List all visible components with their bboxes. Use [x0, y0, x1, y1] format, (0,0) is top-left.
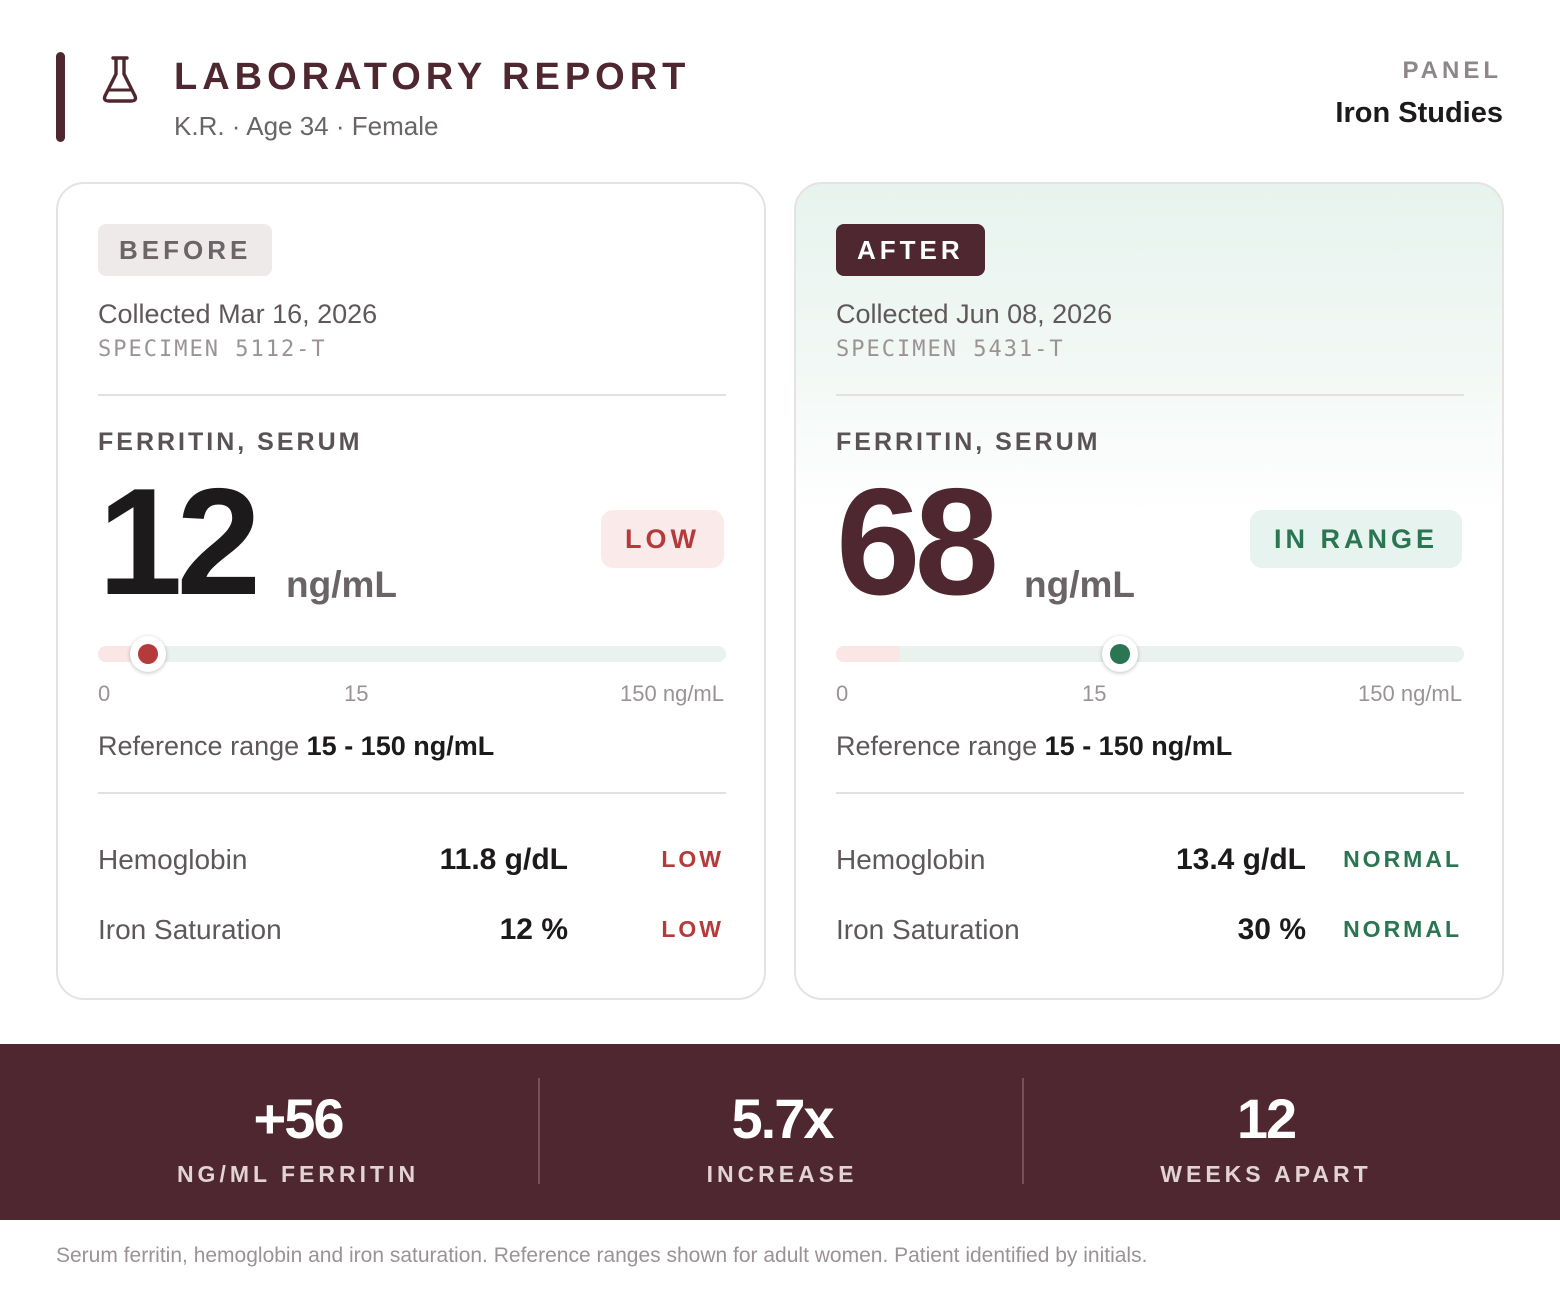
iron-saturation-label: Iron Saturation [98, 914, 282, 945]
scale-min-label: 0 [836, 681, 849, 706]
low-zone [98, 646, 130, 662]
hemoglobin-flag: LOW [661, 846, 724, 872]
panel-name: Iron Studies [1335, 97, 1503, 129]
analyte-name: FERRITIN, SERUM [836, 428, 1101, 456]
hemoglobin-label: Hemoglobin [98, 844, 248, 875]
reference-range: Reference range 15 - 150 ng/mL [836, 731, 1232, 762]
collected-date: Collected Mar 16, 2026 [98, 299, 378, 329]
patient-info: K.R. · Age 34 · Female [174, 111, 439, 141]
stat-label: INCREASE [706, 1161, 858, 1187]
stat-ferritin-change: +56 NG/ML FERRITIN [56, 1044, 540, 1220]
hemoglobin-label: Hemoglobin [836, 844, 986, 875]
ferritin-unit: ng/mL [286, 564, 397, 605]
stat-value: 12 [1236, 1087, 1297, 1150]
ferritin-value: 68 [836, 457, 999, 627]
status-badge: LOW [601, 510, 724, 568]
divider [98, 792, 726, 794]
footnote: Serum ferritin, hemoglobin and iron satu… [56, 1244, 1148, 1267]
stat-value: +56 [253, 1087, 345, 1150]
specimen-id: SPECIMEN 5431-T [836, 337, 1065, 362]
iron-saturation-label: Iron Saturation [836, 914, 1020, 945]
collected-date: Collected Jun 08, 2026 [836, 299, 1113, 329]
reference-value: 15 - 150 ng/mL [1044, 731, 1233, 761]
scale-mid-label: 15 [344, 681, 369, 706]
specimen-id: SPECIMEN 5112-T [98, 337, 327, 362]
before-badge: BEFORE [98, 224, 273, 276]
reference-range: Reference range 15 - 150 ng/mL [98, 731, 494, 762]
iron-saturation-value: 12 % [499, 913, 568, 946]
hemoglobin-value: 11.8 g/dL [439, 843, 568, 876]
stat-label: NG/ML FERRITIN [176, 1161, 420, 1187]
range-track [98, 646, 726, 662]
reference-label: Reference range [98, 731, 300, 761]
stat-weeks-apart: 12 WEEKS APART [1024, 1044, 1508, 1220]
ferritin-value: 12 [98, 457, 261, 627]
hemoglobin-flag: NORMAL [1343, 846, 1462, 872]
divider [836, 792, 1464, 794]
scale-min-label: 0 [98, 681, 111, 706]
value-marker [130, 636, 166, 672]
header-accent-bar [56, 52, 65, 142]
range-track [836, 646, 1464, 662]
scale-max-label: 150 ng/mL [620, 681, 724, 706]
stat-label: WEEKS APART [1160, 1161, 1372, 1187]
stat-value: 5.7x [731, 1087, 835, 1150]
iron-saturation-value: 30 % [1237, 913, 1306, 946]
after-card: AFTER Collected Jun 08, 2026 SPECIMEN 54… [794, 182, 1504, 1000]
value-marker [1102, 636, 1138, 672]
status-badge: IN RANGE [1249, 510, 1462, 568]
report-title: LABORATORY REPORT [174, 56, 691, 98]
stat-divider [1022, 1078, 1024, 1184]
scale-max-label: 150 ng/mL [1358, 681, 1462, 706]
ferritin-unit: ng/mL [1024, 564, 1135, 605]
hemoglobin-value: 13.4 g/dL [1175, 843, 1306, 876]
iron-saturation-flag: LOW [661, 916, 724, 942]
reference-value: 15 - 150 ng/mL [306, 731, 495, 761]
scale-mid-label: 15 [1082, 681, 1107, 706]
stat-divider [538, 1078, 540, 1184]
iron-saturation-flag: NORMAL [1343, 916, 1462, 942]
stat-increase: 5.7x INCREASE [540, 1044, 1024, 1220]
low-zone [836, 646, 900, 662]
reference-label: Reference range [836, 731, 1038, 761]
panel-label: PANEL [1402, 57, 1502, 84]
before-card: BEFORE Collected Mar 16, 2026 SPECIMEN 5… [56, 182, 766, 1000]
flask-icon [102, 56, 138, 103]
analyte-name: FERRITIN, SERUM [98, 428, 363, 456]
divider [98, 394, 726, 396]
summary-band: +56 NG/ML FERRITIN 5.7x INCREASE 12 WEEK… [0, 1044, 1560, 1220]
after-badge: AFTER [836, 224, 985, 276]
divider [836, 394, 1464, 396]
